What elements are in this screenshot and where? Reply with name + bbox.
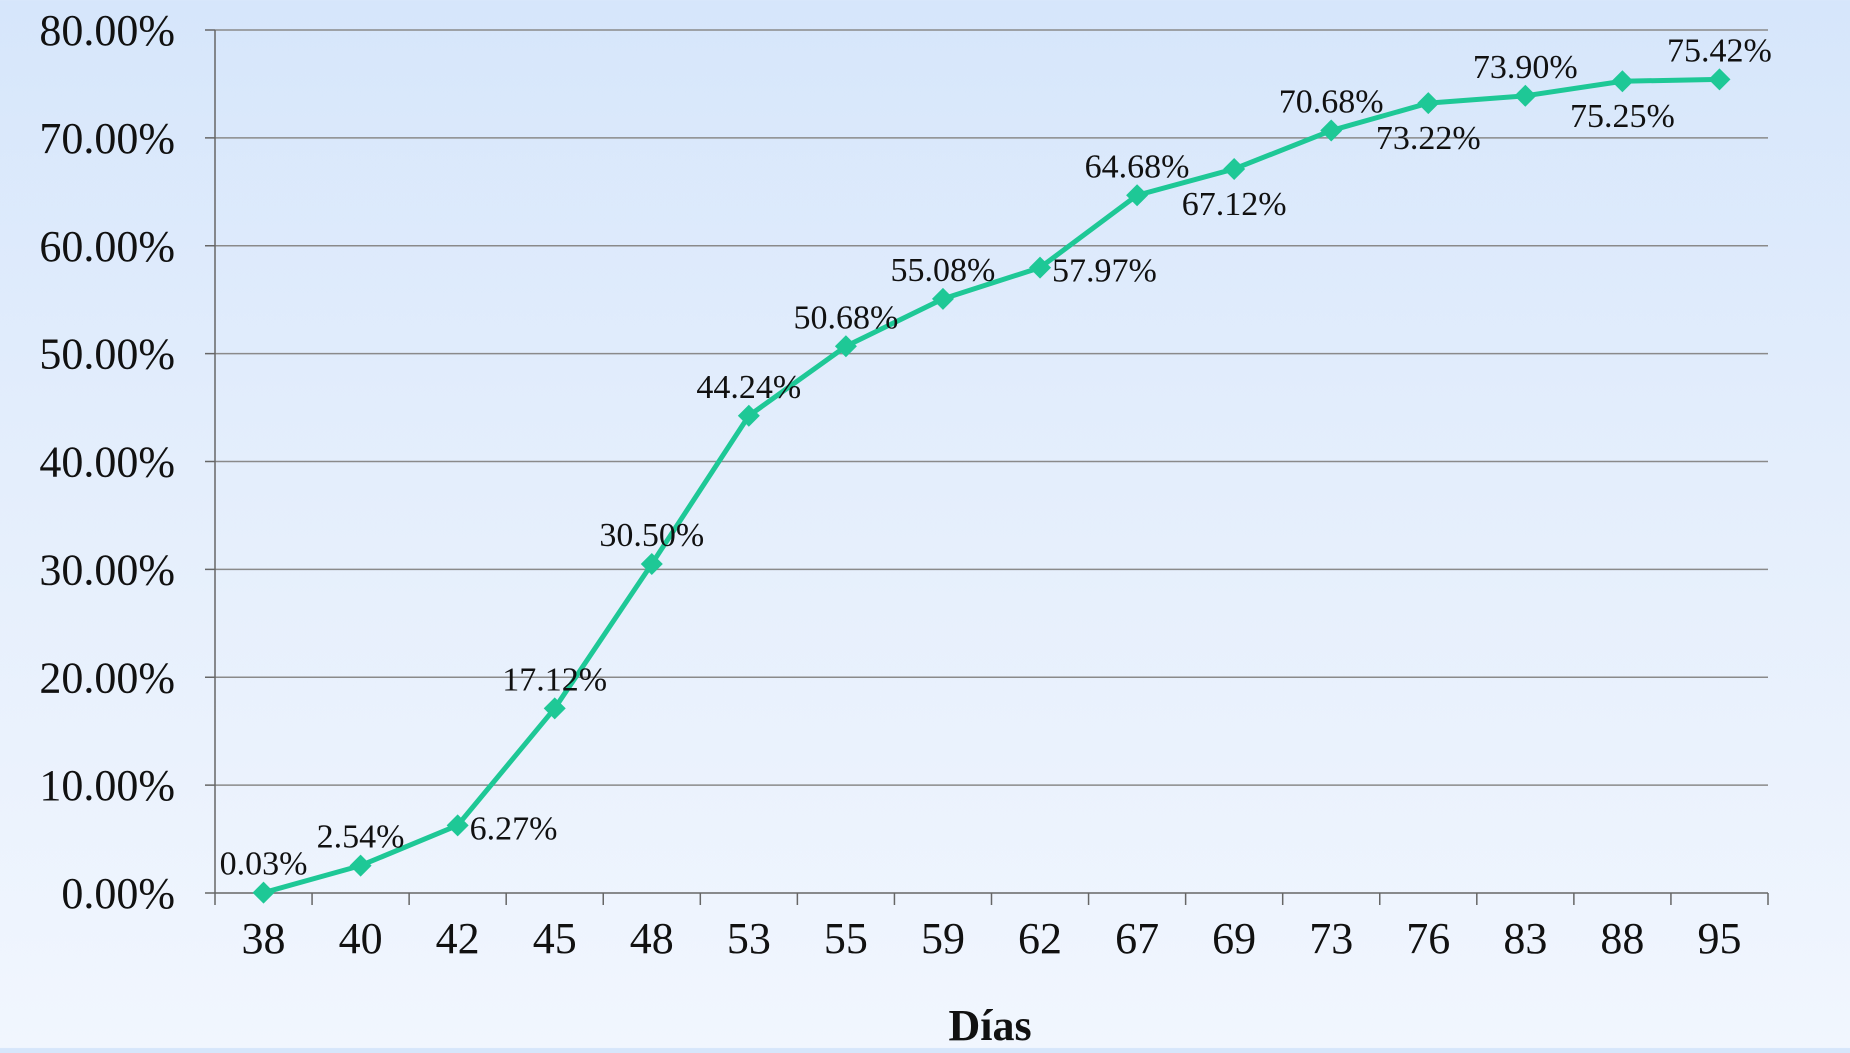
data-point-marker [349,854,372,877]
series-line-group [262,76,1720,896]
x-tick-label: 59 [921,914,965,963]
data-point-marker [252,881,275,904]
x-tick-label: 53 [727,914,771,963]
x-tick-label: 88 [1600,914,1644,963]
axes: 0.00% 10.00% 20.00% 30.00% 40.00% 50.00% 60.00… [39,6,1769,963]
y-tick-label: 30.00% [39,545,175,594]
data-point-marker [834,335,857,358]
data-label: 0.03% [220,846,308,883]
gridlines [215,29,1768,786]
y-tick-label: 20.00% [39,653,175,702]
data-label: 44.24% [696,369,801,406]
data-label: 55.08% [891,252,996,289]
x-tick-label: 62 [1018,914,1062,963]
y-tick-label: 50.00% [39,330,175,379]
data-point-marker [931,287,954,310]
y-tick-label: 10.00% [39,761,175,810]
data-point-marker [1611,70,1634,93]
x-tick-label: 40 [339,914,383,963]
data-label: 30.50% [599,517,704,554]
x-tick-label: 45 [533,914,577,963]
data-label: 57.97% [1052,253,1157,290]
x-tick-label: 69 [1212,914,1256,963]
y-tick-label: 60.00% [39,222,175,271]
x-tick-label: 73 [1309,914,1353,963]
data-point-marker [446,814,469,837]
data-label: 73.90% [1473,49,1578,86]
x-tick-label: 67 [1115,914,1159,963]
x-axis-title: Días [948,1001,1031,1048]
x-tick-label: 38 [242,914,286,963]
data-markers [252,68,1731,904]
data-label: 70.68% [1279,84,1384,121]
y-tick-label: 40.00% [39,438,175,487]
data-point-marker [1514,84,1537,107]
data-point-marker [1320,119,1343,142]
y-tick-label: 70.00% [39,114,175,163]
data-label: 67.12% [1182,186,1287,223]
data-point-marker [640,552,663,575]
x-tick-label: 55 [824,914,868,963]
data-labels: 0.03%2.54% 6.27% 17.12% 30.50% 44.24% 50.68% 5… [220,32,1772,882]
data-point-marker [1223,157,1246,180]
data-label: 73.22% [1376,120,1481,157]
x-tick-label: 42 [436,914,480,963]
x-tick-label: 48 [630,914,674,963]
data-point-marker [1126,184,1149,207]
x-tick-label: 95 [1697,914,1741,963]
x-tick-label: 83 [1503,914,1547,963]
data-label: 75.42% [1667,32,1772,69]
data-label: 64.68% [1085,148,1190,185]
y-tick-label: 0.00% [61,869,175,918]
data-label: 75.25% [1570,98,1675,135]
data-point-marker [1417,92,1440,115]
data-label: 6.27% [470,810,558,847]
data-point-marker [543,697,566,720]
data-label: 2.54% [317,819,405,856]
y-tick-label: 80.00% [39,6,175,55]
data-point-marker [737,404,760,427]
x-tick-label: 76 [1406,914,1450,963]
series-line [262,76,1720,896]
data-label: 50.68% [793,299,898,336]
data-point-marker [1708,68,1731,91]
data-label: 17.12% [502,661,607,698]
data-point-marker [1029,256,1052,279]
